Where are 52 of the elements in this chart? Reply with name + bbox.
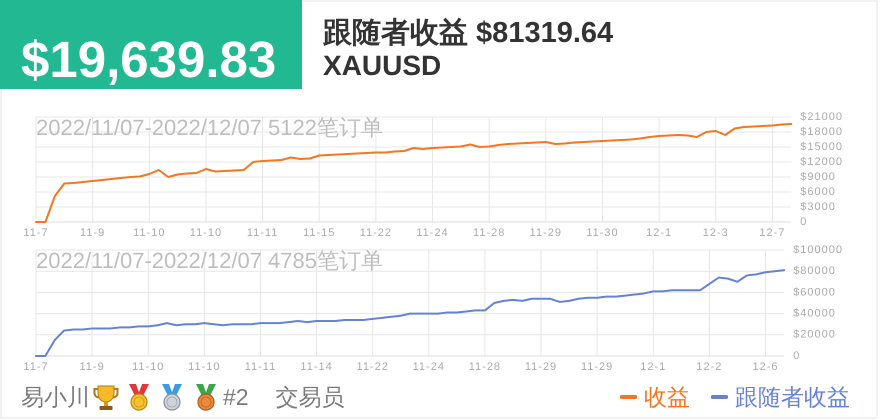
x-tick-label: 11-7 — [23, 227, 49, 239]
x-tick-label: 11-29 — [580, 361, 614, 373]
x-tick-label: 12-3 — [702, 227, 729, 239]
text: 易小川 — [21, 384, 90, 410]
y-tick-label: $9000 — [800, 170, 836, 183]
text: 交易员 — [276, 384, 345, 410]
text: $19,639.83 — [21, 31, 276, 88]
x-tick-label: 12-2 — [696, 361, 722, 373]
legend-label: 收益 — [644, 384, 690, 410]
y-tick-label: $20000 — [793, 328, 836, 341]
x-tick-label: 11-28 — [468, 361, 502, 373]
x-tick-label: 12-6 — [752, 361, 778, 373]
x-tick-label: 12-1 — [640, 361, 666, 373]
x-tick-label: 11-9 — [80, 227, 106, 239]
x-tick-label: 11-30 — [586, 227, 619, 239]
y-tick-label: $21000 — [800, 110, 844, 123]
y-tick-label: $12000 — [800, 156, 844, 168]
legend-label: 跟随者收益 — [735, 384, 850, 410]
x-tick-label: 11-9 — [80, 361, 105, 373]
x-tick-label: 11-11 — [246, 227, 278, 239]
x-tick-label: 11-22 — [356, 361, 389, 373]
x-tick-label: 11-14 — [300, 361, 333, 373]
x-tick-label: 11-24 — [416, 227, 449, 239]
y-tick-label: $15000 — [800, 140, 844, 153]
x-tick-label: 11-24 — [412, 361, 445, 373]
y-tick-label: $3000 — [800, 200, 836, 213]
text: XAUUSD — [323, 50, 442, 81]
chart-title: 2022/11/07-2022/12/07 4785笔订单 — [36, 248, 383, 273]
text: 跟随者收益 $81319.64 — [322, 17, 614, 49]
x-tick-label: 11-29 — [524, 361, 558, 373]
text: #2 — [223, 384, 249, 410]
x-tick-label: 11-10 — [188, 361, 221, 373]
x-tick-label: 11-11 — [244, 361, 276, 373]
x-tick-label: 11-28 — [473, 227, 506, 239]
x-tick-label: 11-10 — [132, 361, 164, 373]
y-tick-label: $60000 — [793, 286, 836, 298]
y-tick-label: $18000 — [800, 126, 844, 138]
y-tick-label: $6000 — [800, 186, 836, 198]
y-tick-label: $80000 — [793, 265, 836, 278]
x-tick-label: 11-10 — [190, 227, 222, 239]
y-tick-label: 0 — [800, 216, 808, 228]
y-tick-label: $40000 — [793, 308, 836, 320]
y-tick-label: 0 — [793, 350, 800, 362]
x-tick-label: 11-7 — [23, 361, 49, 373]
x-tick-label: 11-22 — [360, 227, 392, 239]
chart-title: 2022/11/07-2022/12/07 5122笔订单 — [36, 115, 383, 140]
x-tick-label: 11-10 — [133, 227, 166, 239]
x-tick-label: 12-7 — [759, 227, 786, 239]
x-tick-label: 11-15 — [303, 227, 336, 239]
y-tick-label: $100000 — [793, 244, 844, 256]
x-tick-label: 11-29 — [530, 227, 562, 239]
x-tick-label: 12-1 — [646, 227, 672, 239]
